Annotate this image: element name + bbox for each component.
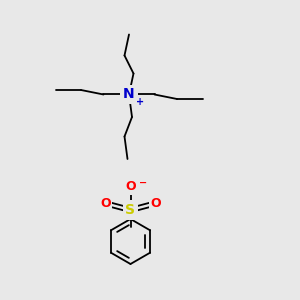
Text: O: O: [150, 197, 161, 210]
Text: N: N: [123, 88, 135, 101]
Text: +: +: [136, 97, 145, 107]
Text: −: −: [139, 178, 147, 188]
Text: S: S: [125, 203, 136, 217]
Text: O: O: [100, 197, 111, 210]
Text: O: O: [125, 180, 136, 193]
